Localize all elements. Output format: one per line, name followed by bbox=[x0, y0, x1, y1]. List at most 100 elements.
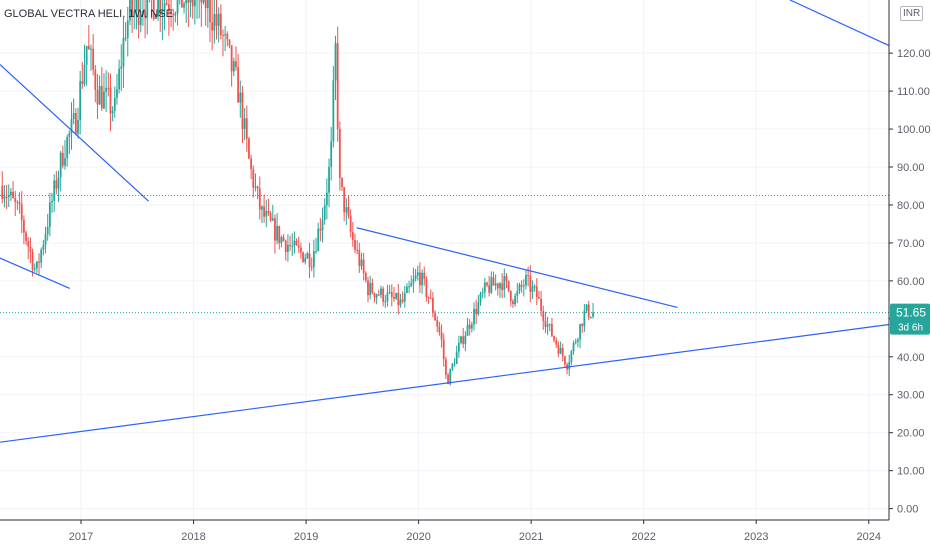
candle-body bbox=[40, 249, 43, 263]
candle-body bbox=[77, 120, 79, 134]
candle-body bbox=[105, 87, 108, 92]
candle-body bbox=[397, 292, 400, 306]
candle-body bbox=[250, 158, 253, 170]
y-tick-label: 60.00 bbox=[897, 276, 925, 288]
candle-body bbox=[20, 204, 23, 221]
candle-body bbox=[308, 253, 311, 268]
candle-body bbox=[282, 237, 285, 241]
candle-body bbox=[5, 196, 8, 198]
candle-body bbox=[349, 215, 352, 233]
candle-body bbox=[546, 324, 549, 327]
candle-body bbox=[358, 250, 361, 267]
candle-body bbox=[419, 272, 421, 286]
candle-body bbox=[481, 292, 484, 294]
candle-body bbox=[213, 13, 216, 31]
candle-body bbox=[509, 290, 512, 302]
candle-body bbox=[449, 369, 452, 385]
candle-body bbox=[226, 33, 229, 40]
trendline bbox=[356, 227, 678, 309]
candle-body bbox=[574, 341, 577, 343]
candle-body bbox=[499, 283, 501, 289]
candle-body bbox=[224, 33, 227, 36]
x-tick-label: 2024 bbox=[857, 531, 881, 543]
x-tick-label: 2019 bbox=[294, 531, 318, 543]
candle-body bbox=[94, 69, 97, 91]
candle-body bbox=[486, 282, 488, 286]
candle-body bbox=[159, 0, 162, 15]
candle-body bbox=[161, 10, 164, 15]
candle-body bbox=[109, 88, 112, 114]
trendlines[interactable] bbox=[0, 0, 890, 443]
candle-body bbox=[98, 85, 101, 105]
candle-body bbox=[345, 207, 348, 213]
candle-body bbox=[587, 304, 590, 318]
candle-body bbox=[289, 244, 291, 247]
candle-body bbox=[328, 166, 330, 193]
candle-body bbox=[215, 13, 218, 26]
x-tick-label: 2018 bbox=[181, 531, 205, 543]
candle-body bbox=[551, 323, 553, 337]
candle-body bbox=[356, 250, 359, 252]
candle-body bbox=[142, 10, 144, 15]
candle-body bbox=[254, 186, 257, 188]
grid bbox=[0, 0, 889, 520]
candle-body bbox=[211, 22, 214, 31]
last-price-tag: 51.65 3d 6h bbox=[890, 303, 930, 335]
y-tick-label: 90.00 bbox=[897, 162, 925, 174]
candle-body bbox=[1, 185, 4, 199]
candle-body bbox=[33, 268, 36, 270]
candle-body bbox=[183, 3, 185, 8]
candle-body bbox=[66, 136, 69, 159]
candle-body bbox=[323, 205, 326, 221]
candle-body bbox=[126, 20, 129, 38]
candle-body bbox=[477, 302, 480, 315]
currency-badge[interactable]: INR bbox=[900, 6, 924, 21]
candle-body bbox=[559, 347, 562, 354]
candle-body bbox=[572, 342, 575, 352]
candle-body bbox=[29, 246, 32, 252]
candle-body bbox=[453, 363, 456, 365]
candle-body bbox=[25, 232, 27, 242]
y-tick-label: 70.00 bbox=[897, 238, 925, 250]
candle-body bbox=[540, 298, 543, 312]
candle-body bbox=[338, 128, 341, 178]
candle-body bbox=[297, 245, 300, 248]
candle-body bbox=[401, 299, 404, 302]
candle-body bbox=[464, 335, 467, 344]
candle-body bbox=[568, 362, 571, 370]
candle-body bbox=[579, 324, 581, 340]
candle-body bbox=[295, 240, 298, 246]
candle-body bbox=[412, 278, 415, 284]
candle-body bbox=[507, 280, 510, 291]
candle-body bbox=[525, 275, 527, 286]
candle-body bbox=[284, 240, 287, 253]
candle-body bbox=[68, 132, 71, 137]
candle-body bbox=[533, 286, 536, 288]
candle-body bbox=[399, 299, 402, 306]
candle-body bbox=[362, 259, 365, 273]
candle-body bbox=[261, 206, 263, 210]
candle-body bbox=[265, 211, 268, 217]
candle-body bbox=[302, 252, 304, 262]
candle-body bbox=[118, 68, 121, 90]
candle-body bbox=[291, 245, 294, 247]
candle-body bbox=[447, 374, 449, 385]
candle-body bbox=[22, 220, 25, 233]
candle-body bbox=[217, 13, 220, 26]
candle-body bbox=[70, 119, 73, 133]
y-tick-label: 10.00 bbox=[897, 466, 925, 478]
candle-body bbox=[466, 324, 469, 336]
candle-body bbox=[100, 85, 103, 109]
last-price-value: 51.65 bbox=[896, 306, 926, 320]
x-tick-label: 2023 bbox=[744, 531, 768, 543]
candle-body bbox=[585, 304, 588, 311]
candle-body bbox=[505, 276, 508, 281]
candle-body bbox=[222, 34, 224, 36]
x-tick-label: 2020 bbox=[406, 531, 430, 543]
candle-body bbox=[165, 3, 168, 5]
candle-body bbox=[14, 197, 17, 202]
price-axis-panel bbox=[889, 0, 932, 550]
candle-body bbox=[538, 297, 540, 299]
candle-body bbox=[174, 13, 177, 16]
